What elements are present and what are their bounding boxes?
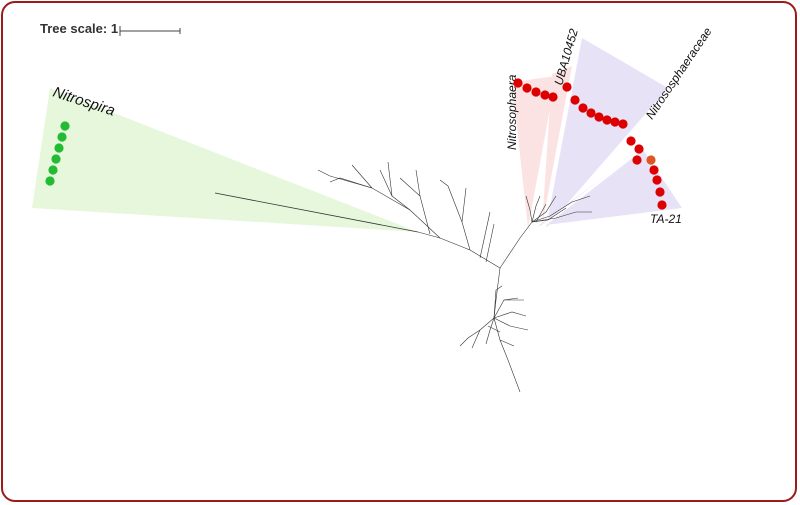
clade-label-ta21: TA-21 xyxy=(650,212,682,226)
marker-ta21 xyxy=(655,187,665,197)
clade-wedge-nitrososphaeraceae xyxy=(546,38,668,228)
marker-ta21 xyxy=(652,175,662,185)
marker-nitrososphaeraceae xyxy=(602,115,612,125)
tree-scale-bar xyxy=(119,26,181,36)
marker-ta21 xyxy=(634,144,644,154)
marker-nitrospira xyxy=(54,143,64,153)
marker-nitrospira xyxy=(51,154,61,164)
marker-ta21 xyxy=(649,165,659,175)
marker-nitrosophaera xyxy=(548,92,558,102)
marker-nitrospira xyxy=(45,176,55,186)
marker-nitrospira xyxy=(48,165,58,175)
marker-nitrosophaera xyxy=(513,78,523,88)
clade-wedge-nitrospira xyxy=(32,88,418,232)
clade-wedge-nitrosophaera xyxy=(512,76,556,228)
clade-label-nitrosophaera: Nitrosophaera xyxy=(505,74,519,150)
marker-ta21 xyxy=(657,200,667,210)
marker-nitrososphaeraceae xyxy=(586,108,596,118)
marker-nitrososphaeraceae xyxy=(594,112,604,122)
marker-nitrososphaeraceae xyxy=(562,82,572,92)
marker-nitrospira xyxy=(60,121,70,131)
tree-branches xyxy=(214,161,592,393)
marker-nitrososphaeraceae xyxy=(610,117,620,127)
marker-nitrosophaera xyxy=(540,90,550,100)
marker-nitrospira xyxy=(57,132,67,142)
marker-ta21 xyxy=(646,155,656,165)
marker-nitrososphaeraceae xyxy=(618,119,628,129)
clade-wedge-uba10452 xyxy=(542,66,572,226)
clade-label-nitrososphaeraceae: Nitrososphaeraceae xyxy=(643,25,715,122)
marker-nitrosophaera xyxy=(522,83,532,93)
marker-ta21 xyxy=(626,136,636,146)
clade-markers xyxy=(45,78,667,210)
marker-nitrososphaeraceae xyxy=(578,103,588,113)
tree-scale-label: Tree scale: 1 xyxy=(40,21,119,36)
marker-ta21 xyxy=(632,155,642,165)
marker-nitrososphaeraceae xyxy=(570,95,580,105)
clade-wedge-ta21 xyxy=(538,148,682,226)
marker-nitrosophaera xyxy=(531,87,541,97)
